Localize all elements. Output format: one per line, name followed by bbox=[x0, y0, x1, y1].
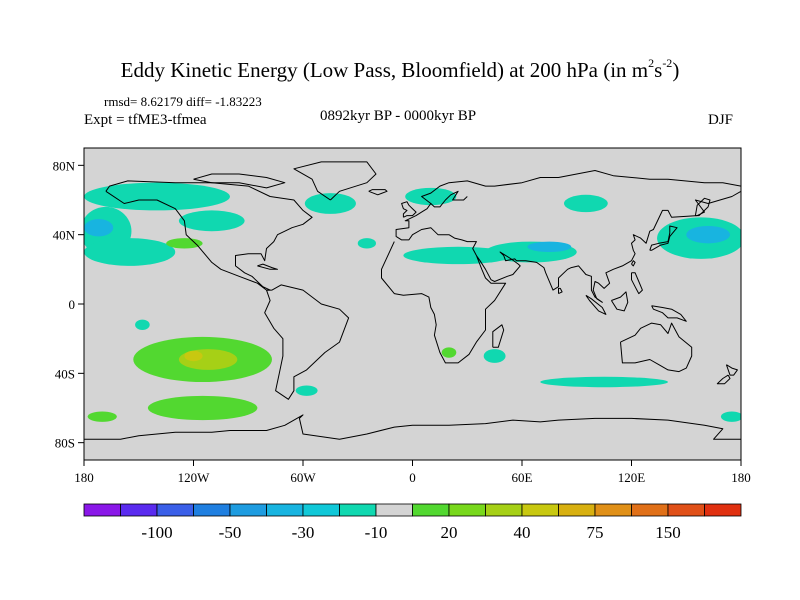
colorbar-label: 75 bbox=[587, 523, 604, 542]
colorbar-swatch bbox=[522, 504, 559, 516]
colorbar-swatch bbox=[413, 504, 450, 516]
x-tick-label: 180 bbox=[731, 470, 751, 485]
eke-map-chart: 180 120W 60W 0 60E 120E 18080N40N040S80S -100-… bbox=[0, 0, 800, 600]
x-tick-label: 180 bbox=[74, 470, 94, 485]
colorbar-swatch bbox=[84, 504, 121, 516]
colorbar-swatch bbox=[340, 504, 377, 516]
colorbar-swatch bbox=[559, 504, 596, 516]
colorbar-swatch bbox=[668, 504, 705, 516]
region-n-pacific-green bbox=[166, 238, 203, 248]
region-africa-south-patch bbox=[442, 347, 457, 357]
region-southern-ocean-band bbox=[540, 377, 668, 387]
colorbar: -100 -50 -30 -10 20 40 75 150 bbox=[84, 504, 741, 542]
colorbar-swatch bbox=[121, 504, 158, 516]
region-e-pacific-tropical-patch bbox=[135, 320, 150, 330]
colorbar-swatch bbox=[376, 504, 413, 516]
colorbar-swatch bbox=[230, 504, 267, 516]
colorbar-label: -30 bbox=[292, 523, 315, 542]
colorbar-label: 40 bbox=[514, 523, 531, 542]
colorbar-label: 150 bbox=[655, 523, 681, 542]
y-tick-label: 80S bbox=[55, 436, 75, 451]
region-alaska-canada-band bbox=[179, 210, 245, 231]
region-atlantic-tropical-patch bbox=[88, 411, 117, 421]
region-pacific-high-lat-band bbox=[84, 183, 230, 211]
colorbar-swatch bbox=[267, 504, 304, 516]
region-cape-horn-patch bbox=[296, 385, 318, 395]
region-indian-ocean-patch bbox=[484, 349, 506, 363]
x-tick-label: 120E bbox=[618, 470, 646, 485]
region-s-pacific-south-green bbox=[148, 396, 258, 420]
colorbar-swatch bbox=[632, 504, 669, 516]
colorbar-swatch bbox=[449, 504, 486, 516]
y-tick-label: 40N bbox=[53, 228, 76, 243]
region-atlantic-small-patch bbox=[358, 238, 376, 248]
region-siberia-patch bbox=[564, 195, 608, 212]
x-tick-label: 60W bbox=[290, 470, 316, 485]
region-n-pacific-west-blue bbox=[686, 226, 730, 243]
colorbar-swatch bbox=[157, 504, 194, 516]
region-asia-jet-core bbox=[527, 242, 571, 252]
colorbar-swatch bbox=[486, 504, 523, 516]
x-tick-label: 60E bbox=[512, 470, 533, 485]
region-s-pacific-orange bbox=[184, 351, 202, 361]
colorbar-label: -100 bbox=[141, 523, 172, 542]
y-tick-label: 0 bbox=[69, 297, 76, 312]
colorbar-label: -10 bbox=[365, 523, 388, 542]
colorbar-swatch bbox=[705, 504, 742, 516]
colorbar-label: 20 bbox=[441, 523, 458, 542]
y-tick-label: 40S bbox=[55, 366, 75, 381]
x-tick-label: 0 bbox=[409, 470, 416, 485]
colorbar-swatch bbox=[595, 504, 632, 516]
region-n-pacific-east-blue bbox=[84, 219, 113, 236]
region-n-atlantic-patch bbox=[305, 193, 356, 214]
x-tick-label: 120W bbox=[178, 470, 211, 485]
region-south-pacific-west-patch bbox=[721, 411, 743, 421]
region-pacific-mid-band bbox=[84, 238, 175, 266]
y-tick-label: 80N bbox=[53, 158, 76, 173]
colorbar-label: -50 bbox=[219, 523, 242, 542]
colorbar-swatch bbox=[194, 504, 231, 516]
colorbar-swatch bbox=[303, 504, 340, 516]
